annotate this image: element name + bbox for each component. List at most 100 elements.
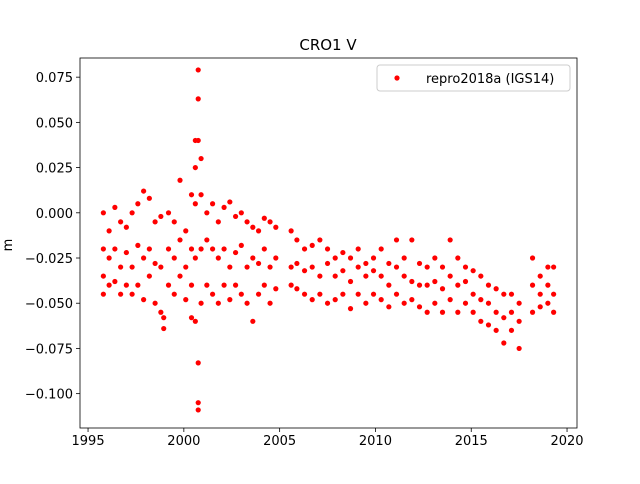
point — [416, 282, 423, 288]
point — [455, 309, 461, 315]
point — [135, 282, 141, 288]
x-tick-label: 2020 — [550, 434, 583, 449]
point — [129, 264, 135, 270]
y-tick-label: 0.000 — [36, 207, 73, 222]
point — [188, 246, 195, 252]
point — [177, 237, 183, 243]
point — [221, 204, 227, 210]
point — [288, 264, 294, 270]
point — [485, 300, 492, 306]
point — [195, 67, 201, 73]
point — [288, 282, 294, 288]
point — [177, 177, 183, 183]
point — [551, 291, 557, 297]
point — [209, 291, 216, 297]
point — [386, 260, 392, 267]
point — [192, 201, 198, 207]
y-tick-label: −0.075 — [25, 342, 73, 357]
point — [250, 255, 256, 261]
point — [198, 246, 204, 252]
point — [100, 246, 106, 252]
point — [227, 264, 233, 270]
point — [516, 318, 522, 324]
x-tick-label: 2005 — [263, 434, 296, 449]
point — [485, 282, 492, 288]
point — [267, 219, 273, 225]
point — [146, 195, 152, 201]
point — [244, 264, 250, 270]
point — [288, 228, 294, 234]
point — [309, 264, 315, 270]
point — [238, 242, 244, 248]
point — [470, 309, 476, 315]
point — [204, 210, 210, 216]
point — [141, 255, 147, 261]
point — [135, 201, 141, 207]
legend-marker — [394, 75, 400, 81]
point — [195, 407, 201, 413]
point — [347, 255, 354, 261]
point — [447, 237, 453, 243]
point — [386, 304, 392, 310]
point — [118, 264, 124, 270]
point — [244, 300, 250, 306]
point — [355, 291, 361, 297]
point — [424, 264, 430, 270]
point — [112, 246, 118, 252]
point — [355, 246, 361, 252]
y-tick-label: 0.025 — [36, 162, 73, 177]
point — [204, 282, 210, 288]
point — [501, 291, 507, 297]
point — [508, 309, 515, 315]
point — [250, 224, 256, 230]
point — [455, 282, 461, 288]
point — [165, 210, 172, 216]
point — [393, 291, 400, 297]
point — [501, 315, 507, 321]
point — [118, 291, 124, 297]
point — [545, 282, 551, 288]
point — [232, 282, 239, 288]
point — [347, 278, 354, 285]
point — [508, 327, 515, 333]
point — [227, 199, 233, 205]
point — [493, 286, 499, 292]
point — [188, 315, 195, 321]
point — [432, 255, 438, 261]
point — [470, 291, 476, 297]
point — [508, 291, 515, 297]
point — [462, 264, 469, 270]
point — [537, 291, 543, 297]
point — [141, 297, 147, 303]
point — [188, 192, 195, 198]
point — [209, 201, 216, 207]
point — [171, 219, 177, 225]
point — [439, 286, 446, 292]
point — [424, 282, 430, 288]
point — [112, 278, 118, 285]
point — [478, 318, 484, 324]
point — [183, 264, 189, 270]
point — [432, 278, 438, 285]
point — [195, 360, 201, 366]
point — [317, 237, 323, 243]
point — [267, 264, 273, 270]
point — [309, 297, 315, 303]
point — [158, 264, 164, 270]
point — [363, 300, 369, 306]
point — [340, 291, 346, 297]
y-tick-label: −0.025 — [25, 252, 73, 267]
point — [355, 264, 361, 270]
point — [261, 246, 267, 252]
point — [301, 291, 308, 297]
point — [516, 300, 522, 306]
point — [238, 210, 244, 216]
plot-frame — [79, 57, 578, 429]
point — [401, 255, 407, 261]
point — [129, 210, 135, 216]
point — [198, 155, 204, 162]
point — [123, 224, 129, 230]
point — [255, 228, 262, 234]
point — [478, 273, 484, 279]
